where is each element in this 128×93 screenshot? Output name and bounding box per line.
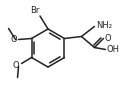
Text: NH₂: NH₂: [97, 21, 113, 30]
Text: O: O: [13, 61, 20, 70]
Text: O: O: [104, 34, 111, 43]
Text: Br: Br: [30, 6, 39, 15]
Text: O: O: [11, 35, 18, 44]
Text: OH: OH: [106, 45, 119, 54]
